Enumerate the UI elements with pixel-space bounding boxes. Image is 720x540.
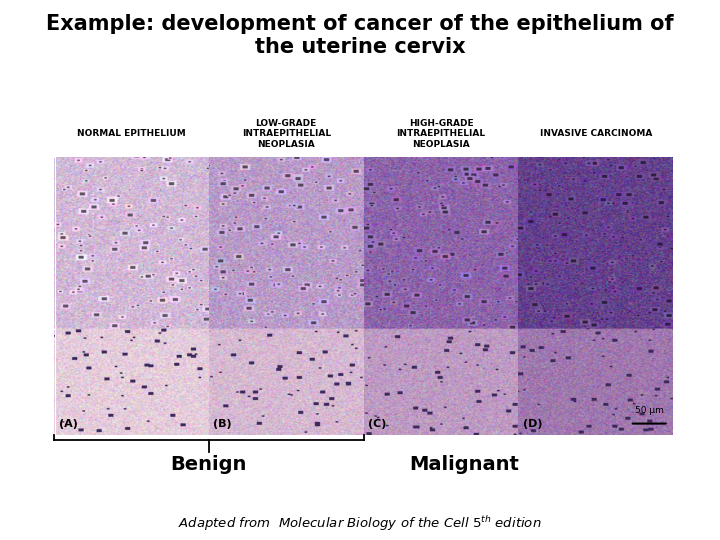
Text: Malignant: Malignant [409, 455, 519, 474]
Text: 50 μm: 50 μm [635, 406, 664, 415]
Text: Example: development of cancer of the epithelium of
the uterine cervix: Example: development of cancer of the ep… [46, 14, 674, 57]
Text: (B): (B) [213, 419, 232, 429]
Text: INVASIVE CARCINOMA: INVASIVE CARCINOMA [539, 129, 652, 138]
Text: HIGH-GRADE
INTRAEPITHELIAL
NEOPLASIA: HIGH-GRADE INTRAEPITHELIAL NEOPLASIA [397, 119, 485, 148]
Text: LOW-GRADE
INTRAEPITHELIAL
NEOPLASIA: LOW-GRADE INTRAEPITHELIAL NEOPLASIA [242, 119, 330, 148]
Text: Adapted from  $\it{Molecular\ Biology\ of\ the\ Cell}$ $5^{th}$ $\it{edition}$: Adapted from $\it{Molecular\ Biology\ of… [179, 514, 541, 534]
Text: epithelium: epithelium [41, 219, 50, 267]
Text: NORMAL EPITHELIUM: NORMAL EPITHELIUM [77, 129, 186, 138]
Text: Benign: Benign [171, 455, 247, 474]
Text: connective tissue: connective tissue [41, 342, 50, 422]
Text: (A): (A) [58, 419, 78, 429]
Text: (C): (C) [368, 419, 387, 429]
Text: (D): (D) [523, 419, 543, 429]
